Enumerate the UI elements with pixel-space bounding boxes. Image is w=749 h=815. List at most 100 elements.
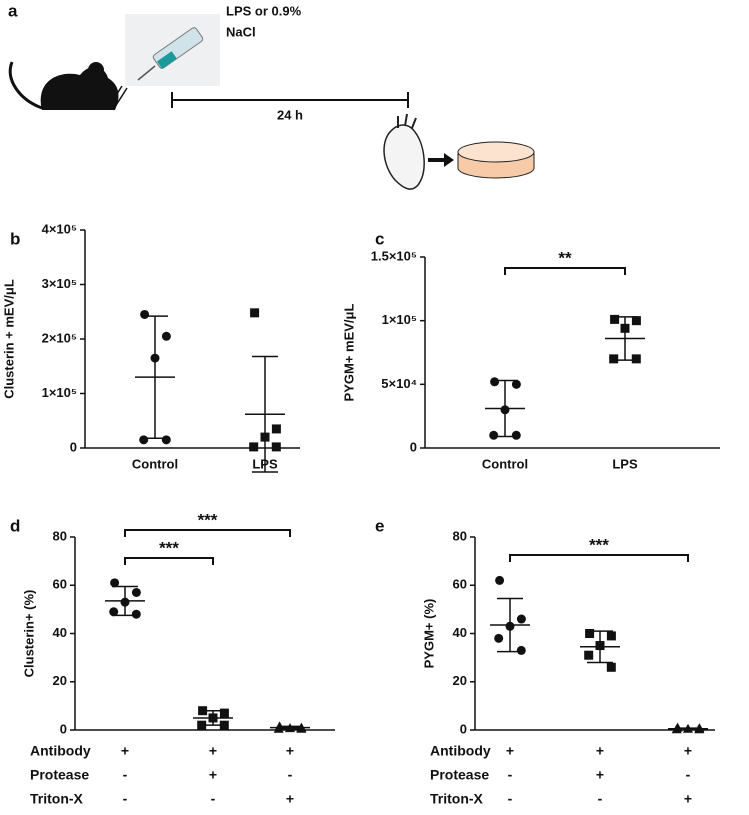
row-label: Triton-X: [30, 791, 84, 807]
y-tick-label: 60: [53, 577, 67, 592]
significance-bracket: [509, 554, 689, 562]
condition-sign: +: [286, 743, 294, 759]
y-tick-label: 2×10⁵: [42, 330, 77, 345]
data-point: [161, 331, 171, 341]
significance-label: **: [558, 248, 572, 267]
condition-sign: +: [506, 743, 514, 759]
x-tick-label: Control: [132, 456, 178, 471]
data-point: [610, 314, 620, 324]
data-point: [516, 645, 526, 655]
condition-sign: +: [286, 791, 294, 807]
y-tick-label: 0: [60, 721, 67, 736]
data-point: [505, 621, 515, 631]
data-point: [110, 578, 120, 588]
condition-sign: -: [123, 791, 128, 807]
significance-bracket: [504, 267, 626, 275]
data-point: [161, 435, 171, 445]
data-point: [219, 720, 229, 730]
data-point: [631, 354, 641, 364]
y-tick-label: 1.5×10⁵: [371, 248, 417, 263]
duration-label: 24 h: [277, 107, 303, 122]
y-tick-label: 20: [453, 673, 467, 688]
significance-bracket: [124, 529, 291, 537]
data-point: [296, 723, 307, 733]
syringe-icon: [125, 14, 220, 86]
data-point: [139, 435, 149, 445]
data-point: [271, 442, 281, 452]
panel-label: a: [8, 1, 18, 20]
x-tick-label: Control: [482, 456, 528, 471]
heart-icon: [383, 113, 425, 190]
condition-sign: -: [686, 767, 691, 783]
data-point: [489, 430, 499, 440]
culture-dish: [457, 141, 535, 179]
data-point: [120, 597, 130, 607]
data-point: [249, 442, 259, 452]
data-point: [140, 309, 150, 319]
data-point: [198, 706, 208, 716]
data-point: [609, 354, 619, 364]
y-tick-label: 80: [53, 528, 67, 543]
data-point: [694, 724, 705, 734]
data-point: [606, 662, 616, 672]
data-point: [631, 316, 641, 326]
y-tick-label: 20: [53, 673, 67, 688]
condition-sign: +: [596, 743, 604, 759]
y-tick-label: 60: [453, 577, 467, 592]
data-point: [490, 377, 500, 387]
data-point: [208, 713, 218, 723]
y-tick-label: 1×10⁵: [382, 312, 417, 327]
condition-sign: -: [508, 767, 513, 783]
data-point: [219, 708, 229, 718]
condition-sign: +: [209, 767, 217, 783]
condition-sign: +: [209, 743, 217, 759]
y-axis-label: PYGM+ mEV/μL: [341, 304, 356, 402]
row-label: Antibody: [430, 743, 491, 759]
y-tick-label: 0: [410, 439, 417, 454]
data-point: [584, 650, 594, 660]
data-point: [595, 641, 605, 651]
data-point: [511, 379, 521, 389]
condition-sign: +: [684, 791, 692, 807]
treatment-label: NaCl: [226, 24, 256, 39]
y-tick-label: 80: [453, 528, 467, 543]
data-point: [606, 631, 616, 641]
data-point: [683, 723, 693, 733]
significance-bracket: [124, 557, 214, 565]
y-tick-label: 4×10⁵: [42, 221, 77, 236]
condition-sign: -: [123, 767, 128, 783]
y-tick-label: 0: [70, 439, 77, 454]
row-label: Triton-X: [430, 791, 484, 807]
data-point: [197, 720, 207, 730]
data-point: [516, 614, 526, 624]
data-point: [500, 405, 510, 415]
condition-sign: -: [598, 791, 603, 807]
timeline: [171, 92, 409, 108]
data-point: [620, 323, 630, 333]
panel-label: d: [10, 516, 20, 535]
data-point: [511, 430, 521, 440]
y-tick-label: 3×10⁵: [42, 276, 77, 291]
y-tick-label: 5×10⁴: [381, 376, 417, 391]
significance-label: ***: [198, 510, 218, 529]
arrow: [428, 153, 454, 167]
data-point: [285, 723, 295, 733]
condition-sign: +: [684, 743, 692, 759]
row-label: Protease: [30, 767, 89, 783]
condition-sign: -: [211, 791, 216, 807]
data-point: [260, 432, 270, 442]
mouse-icon: [8, 61, 128, 111]
data-point: [671, 724, 682, 734]
y-axis-label: PYGM+ (%): [421, 599, 436, 669]
data-point: [131, 609, 141, 619]
row-label: Antibody: [30, 743, 91, 759]
x-tick-label: LPS: [612, 456, 638, 471]
significance-label: ***: [159, 538, 179, 557]
data-point: [109, 607, 119, 617]
y-tick-label: 0: [460, 721, 467, 736]
condition-sign: -: [508, 791, 513, 807]
data-point: [495, 575, 505, 585]
data-point: [250, 308, 260, 318]
data-point: [273, 723, 284, 733]
